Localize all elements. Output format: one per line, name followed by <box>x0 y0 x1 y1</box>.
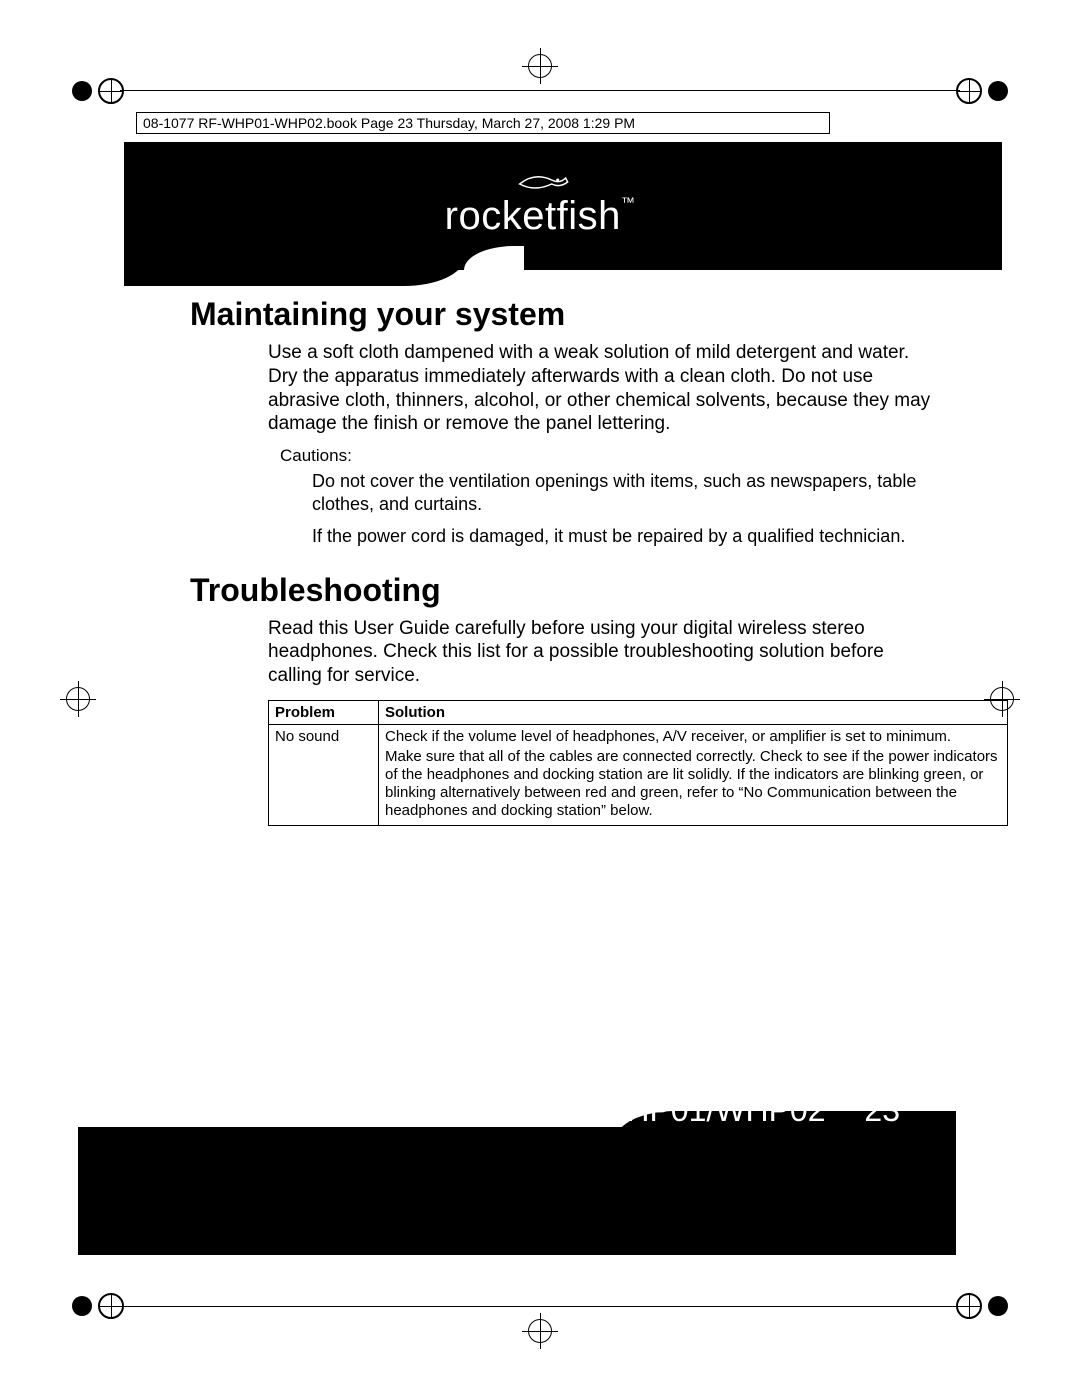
rocketfish-icon <box>510 170 570 192</box>
footer-band <box>78 1127 956 1255</box>
section-title-maintaining: Maintaining your system <box>190 296 950 333</box>
table-cell-problem: No sound <box>269 724 379 825</box>
print-meta-bar: 08-1077 RF-WHP01-WHP02.book Page 23 Thur… <box>136 112 830 134</box>
table-header-problem: Problem <box>269 700 379 724</box>
troubleshooting-intro: Read this User Guide carefully before us… <box>268 617 940 688</box>
print-meta-text: 08-1077 RF-WHP01-WHP02.book Page 23 Thur… <box>143 115 635 131</box>
caution-item: Do not cover the ventilation openings wi… <box>312 470 930 515</box>
brand-name: rocketfish™ <box>445 194 636 239</box>
caution-item: If the power cord is damaged, it must be… <box>312 525 930 548</box>
trim-line-top <box>120 90 960 91</box>
page-content: Maintaining your system Use a soft cloth… <box>200 296 950 826</box>
crop-mark-bottom-center <box>522 1313 558 1349</box>
trim-line-bottom <box>120 1306 960 1307</box>
table-cell-solution: Check if the volume level of headphones,… <box>379 724 1008 825</box>
brand-logo: rocketfish™ <box>445 170 636 239</box>
footer-text: RF-WHP01/WHP02 23 <box>543 1092 900 1129</box>
footer-model: RF-WHP01/WHP02 <box>543 1092 826 1128</box>
table-row: No sound Check if the volume level of he… <box>269 724 1008 825</box>
header-curve <box>124 258 464 286</box>
solution-line: Make sure that all of the cables are con… <box>385 748 1001 820</box>
crop-mark-top-center <box>522 48 558 84</box>
crop-mark-bottom-left <box>72 1293 124 1319</box>
table-header-row: Problem Solution <box>269 700 1008 724</box>
crop-mark-top-right <box>956 78 1008 104</box>
maintaining-body: Use a soft cloth dampened with a weak so… <box>268 341 940 436</box>
table-header-solution: Solution <box>379 700 1008 724</box>
footer-page-number: 23 <box>864 1092 900 1128</box>
crop-mark-bottom-right <box>956 1293 1008 1319</box>
crop-mark-left <box>60 681 96 717</box>
crop-mark-top-left <box>72 78 124 104</box>
solution-line: Check if the volume level of headphones,… <box>385 728 1001 746</box>
cautions-label: Cautions: <box>280 446 950 466</box>
section-title-troubleshooting: Troubleshooting <box>190 572 950 609</box>
troubleshooting-table: Problem Solution No sound Check if the v… <box>268 700 1008 826</box>
